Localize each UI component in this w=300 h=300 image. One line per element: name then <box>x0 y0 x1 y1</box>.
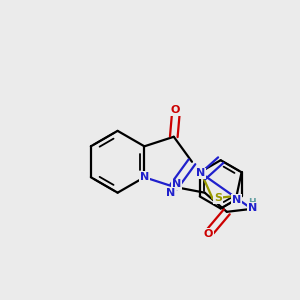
Text: N: N <box>232 195 241 205</box>
Text: H: H <box>249 199 256 208</box>
Text: O: O <box>204 229 213 239</box>
Text: N: N <box>166 188 176 198</box>
Text: N: N <box>248 203 257 213</box>
Text: S: S <box>214 193 222 203</box>
Text: N: N <box>140 172 149 182</box>
Text: N: N <box>172 179 181 189</box>
Text: O: O <box>171 105 180 115</box>
Text: N: N <box>196 168 205 178</box>
